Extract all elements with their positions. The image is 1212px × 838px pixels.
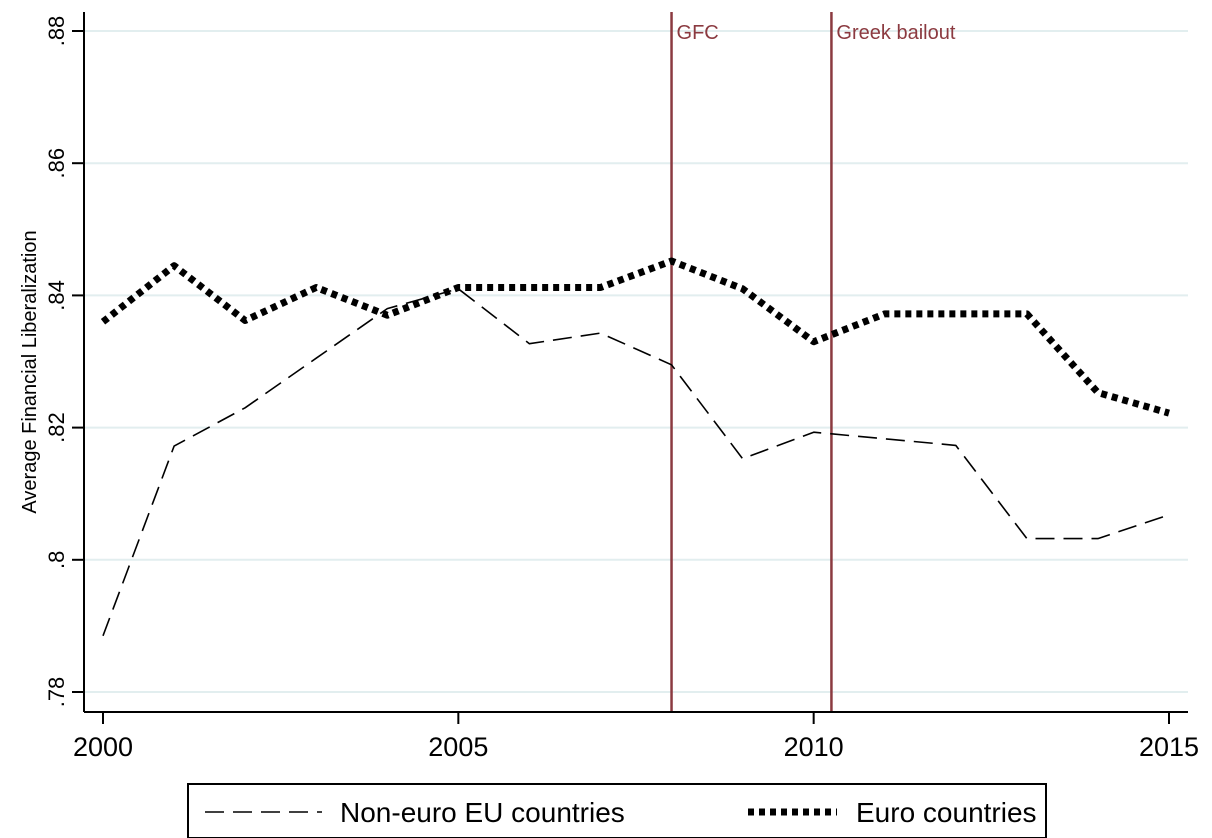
annotation-label: Greek bailout (836, 22, 955, 44)
y-tick-label: .86 (44, 148, 69, 179)
y-tick-label: .78 (44, 677, 69, 708)
x-tick-label: 2000 (73, 732, 133, 762)
legend: Non-euro EU countries Euro countries (187, 783, 1047, 838)
series-layer (100, 257, 1170, 637)
y-tick-label: .88 (44, 16, 69, 47)
series-line (102, 287, 1170, 637)
x-tick-label: 2015 (1139, 732, 1199, 762)
legend-label: Euro countries (856, 797, 1037, 828)
y-tick-label: .82 (44, 412, 69, 443)
y-tick-label: .8 (44, 551, 69, 569)
y-axis-label: Average Financial Liberalization (19, 230, 41, 513)
gridlines (84, 30, 1188, 693)
x-tick-label: 2005 (428, 732, 488, 762)
legend-box (187, 783, 1047, 838)
annotation-label: GFC (677, 22, 719, 44)
x-tick-label: 2010 (784, 732, 844, 762)
axes: .78 .8 .82 .84 .86 .88 2000 2005 2010 2015 (44, 12, 1199, 762)
series-line (100, 257, 1170, 417)
annotations: GFC Greek bailout (670, 12, 956, 712)
y-tick-label: .84 (44, 280, 69, 311)
legend-label: Non-euro EU countries (340, 797, 625, 828)
